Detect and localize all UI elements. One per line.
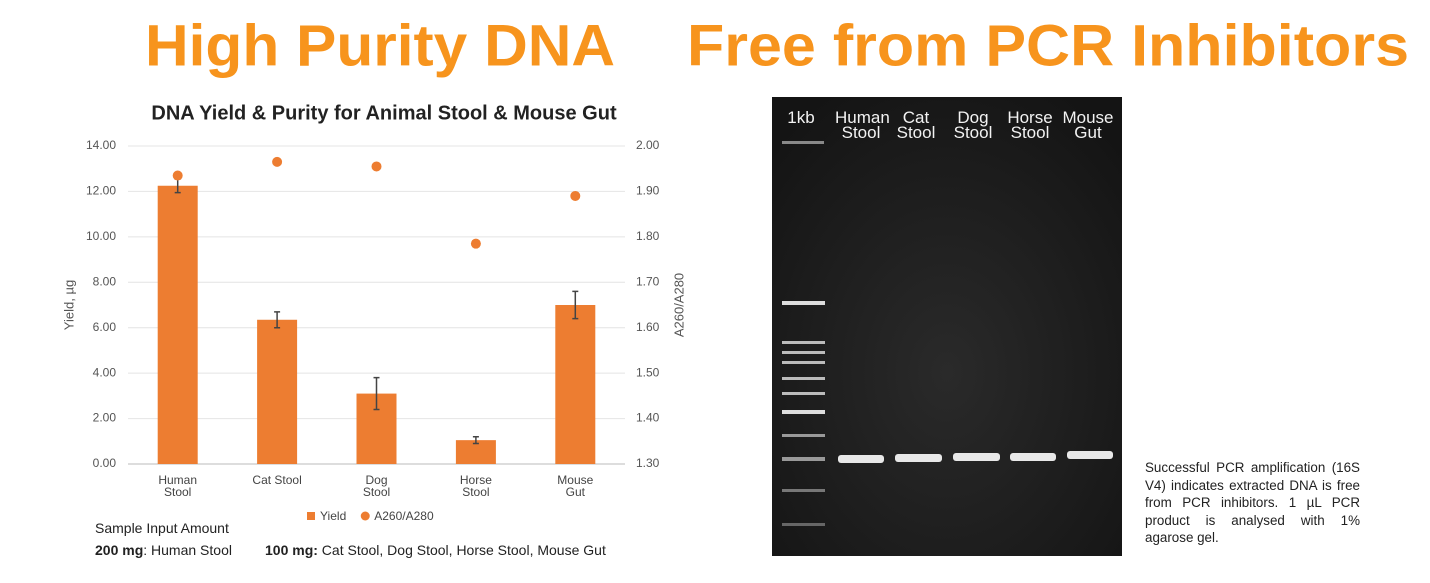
x-tick-label: Horse Stool [459, 473, 492, 499]
y2-tick-label: 1.80 [636, 229, 660, 243]
x-tick-label: Cat Stool [252, 473, 302, 487]
sample-bold: 200 mg [95, 542, 144, 558]
gel-lane-label: Human Stool [835, 108, 890, 142]
gel-lane-label: Horse Stool [1007, 108, 1053, 142]
y-axis-title: Yield, µg [61, 280, 76, 330]
gel-lane-label: Mouse Gut [1062, 108, 1114, 142]
sample-title: Sample Input Amount [95, 520, 229, 536]
sample-text: : Human Stool [143, 542, 232, 558]
y2-tick-label: 1.60 [636, 320, 660, 334]
error-bar [274, 311, 281, 329]
point [470, 238, 481, 249]
gel-image [772, 97, 1122, 556]
heading-left: High Purity DNA [145, 13, 615, 78]
y-tick-label: 14.00 [86, 138, 116, 152]
x-tick-label: Mouse Gut [557, 473, 594, 499]
gel-lane-label: Dog Stool [953, 108, 993, 142]
gel-lane-label: Cat Stool [896, 108, 936, 142]
error-bar [373, 376, 380, 411]
caption: Successful PCR amplification (16S V4) in… [1145, 460, 1360, 545]
bar [455, 440, 496, 464]
y2-tick-label: 1.30 [636, 456, 660, 470]
heading-right: Free from PCR Inhibitors [687, 13, 1409, 78]
gel-lane-label: 1kb [787, 108, 815, 127]
legend-swatch [307, 512, 315, 520]
y-tick-label: 4.00 [93, 365, 117, 379]
sample-line2: 100 mg: Cat Stool, Dog Stool, Horse Stoo… [265, 542, 606, 558]
y-tick-label: 8.00 [93, 274, 117, 288]
x-tick-label: Human Stool [158, 473, 198, 499]
legend-swatch [360, 511, 370, 521]
error-bar [472, 435, 479, 445]
point [172, 170, 183, 181]
bar [555, 305, 596, 464]
y2-tick-label: 1.90 [636, 184, 660, 198]
y-tick-label: 6.00 [93, 320, 117, 334]
legend-label: Yield [320, 509, 346, 523]
bar [157, 185, 198, 464]
y2-tick-label: 1.50 [636, 365, 660, 379]
x-tick-label: Dog Stool [362, 473, 391, 499]
sample-bold: 100 mg: [265, 542, 318, 558]
y2-axis-title: A260/A280 [671, 273, 686, 337]
y-tick-label: 2.00 [93, 411, 117, 425]
bar [257, 319, 298, 464]
y2-tick-label: 2.00 [636, 138, 660, 152]
y-tick-label: 0.00 [93, 456, 117, 470]
legend-label: A260/A280 [374, 509, 434, 523]
sample-line1: 200 mg: Human Stool [95, 542, 232, 558]
error-bar [572, 290, 579, 320]
y2-tick-label: 1.70 [636, 274, 660, 288]
point [371, 161, 382, 172]
y-tick-label: 10.00 [86, 229, 116, 243]
y2-tick-label: 1.40 [636, 411, 660, 425]
point [570, 190, 581, 201]
sample-text: Cat Stool, Dog Stool, Horse Stool, Mouse… [317, 542, 606, 558]
point [272, 156, 283, 167]
chart-title: DNA Yield & Purity for Animal Stool & Mo… [151, 102, 617, 124]
y-tick-label: 12.00 [86, 184, 116, 198]
